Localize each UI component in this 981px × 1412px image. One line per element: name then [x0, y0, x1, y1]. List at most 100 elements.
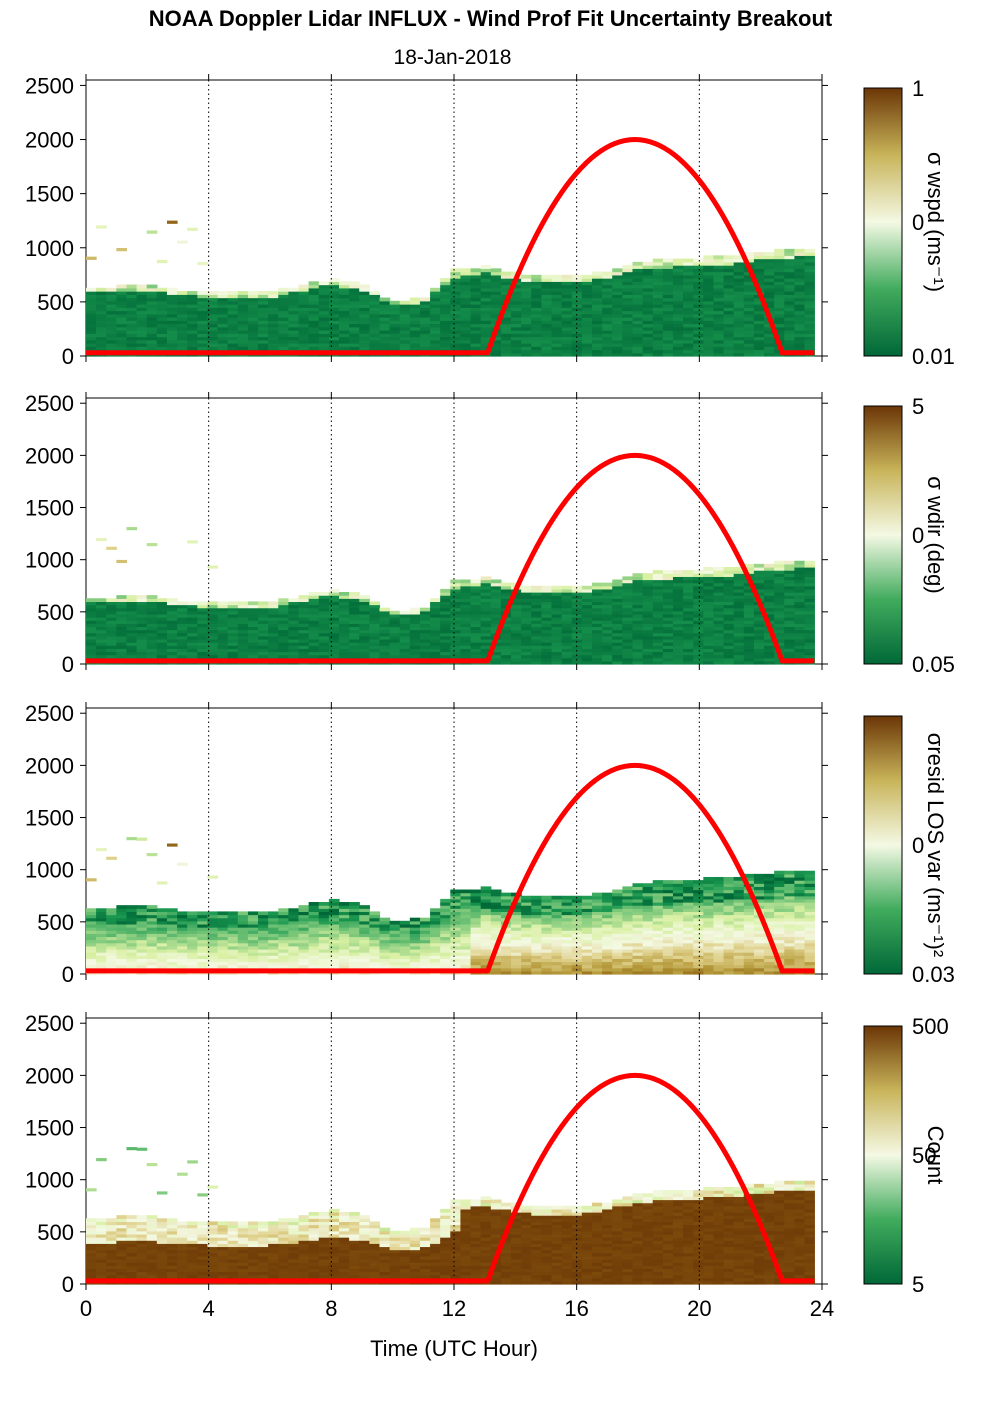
heatmap-cell [399, 648, 411, 653]
heatmap-cell [632, 651, 644, 656]
heatmap-cell [753, 349, 765, 354]
heatmap-cell [551, 352, 563, 357]
heatmap-cell [399, 952, 411, 956]
heatmap-cell [308, 654, 320, 659]
heatmap-cell [237, 317, 249, 321]
heatmap-cell [450, 911, 462, 916]
heatmap-cell [328, 623, 340, 628]
heatmap-cell [632, 892, 644, 897]
y-tick-label: 2000 [25, 128, 74, 153]
heatmap-cell [713, 579, 725, 584]
heatmap-cell [672, 598, 684, 603]
heatmap-cell [146, 307, 158, 312]
heatmap-cell [399, 964, 411, 969]
heatmap-cell [339, 291, 350, 295]
heatmap-cell [197, 632, 209, 637]
heatmap-cell [419, 948, 431, 953]
heatmap-cell [146, 914, 158, 919]
heatmap-cell [652, 592, 664, 596]
heatmap-cell [500, 930, 512, 934]
heatmap-cell [500, 271, 512, 276]
heatmap-cell [440, 620, 451, 624]
heatmap-cell [399, 955, 411, 959]
heatmap-cell [632, 911, 644, 916]
heatmap-cell [642, 970, 654, 975]
heatmap-cell [318, 908, 330, 913]
heatmap-cell [389, 958, 401, 963]
heatmap-cell [470, 588, 482, 593]
heatmap-cell [450, 610, 462, 615]
heatmap-cell [723, 645, 735, 649]
heatmap-cell [409, 330, 421, 334]
heatmap-cell [278, 961, 289, 966]
heatmap-cell [288, 607, 300, 612]
heatmap-cell [612, 268, 623, 273]
heatmap-cell [784, 613, 795, 618]
heatmap-cell [794, 281, 806, 286]
heatmap-cell [177, 862, 188, 866]
heatmap-cell [126, 930, 138, 934]
heatmap-cell [177, 958, 188, 963]
heatmap-cell [571, 654, 583, 659]
heatmap-cell [662, 570, 674, 574]
heatmap-cell [511, 336, 522, 341]
heatmap-cell [531, 952, 542, 956]
heatmap-cell [561, 933, 573, 938]
heatmap-cell [440, 905, 451, 909]
heatmap-cell [136, 908, 148, 913]
heatmap-cell [268, 920, 279, 925]
heatmap-cell [612, 300, 623, 305]
heatmap-cell [379, 323, 391, 328]
heatmap-cell [349, 294, 360, 299]
heatmap-cell [480, 958, 492, 963]
heatmap-cell [500, 895, 512, 900]
heatmap-cell [187, 654, 198, 659]
heatmap-cell [440, 604, 451, 609]
heatmap-cell [672, 654, 684, 659]
heatmap-cell [227, 942, 239, 947]
heatmap-cell [328, 595, 340, 599]
heatmap-cell [703, 607, 715, 612]
heatmap-cell [612, 598, 623, 603]
heatmap-cell [349, 917, 360, 922]
heatmap-cell [723, 284, 735, 289]
heatmap-cell [126, 961, 138, 966]
heatmap-cell [106, 620, 117, 624]
heatmap-cell [399, 958, 411, 963]
heatmap-cell [298, 307, 310, 312]
heatmap-cell [612, 967, 623, 972]
heatmap-cell [622, 310, 634, 315]
heatmap-cell [339, 936, 350, 941]
heatmap-cell [197, 961, 209, 966]
heatmap-cell [450, 898, 462, 903]
heatmap-cell [430, 343, 441, 347]
heatmap-cell [177, 310, 188, 315]
heatmap-cell [612, 607, 623, 612]
heatmap-cell [490, 598, 502, 603]
heatmap-cell [136, 936, 148, 941]
heatmap-cell [703, 271, 715, 276]
heatmap-cell [602, 592, 613, 596]
heatmap-cell [632, 320, 644, 325]
heatmap-cell [227, 291, 239, 295]
heatmap-cell [632, 317, 644, 321]
heatmap-cell [409, 948, 421, 953]
heatmap-cell [126, 291, 138, 295]
heatmap-cell [440, 642, 451, 646]
heatmap-cell [349, 601, 360, 606]
heatmap-cell [470, 307, 482, 312]
heatmap-cell [490, 592, 502, 596]
heatmap-cell [177, 307, 188, 312]
heatmap-cell [460, 339, 472, 344]
heatmap-cell [784, 268, 795, 273]
heatmap-cell [207, 294, 219, 299]
heatmap-cell [602, 317, 613, 321]
heatmap-cell [217, 307, 229, 312]
heatmap-cell [521, 638, 532, 643]
heatmap-cell [227, 961, 239, 966]
heatmap-cell [430, 336, 441, 341]
heatmap-cell [652, 939, 664, 944]
heatmap-cell [207, 964, 219, 969]
y-tick-label: 500 [37, 290, 74, 315]
heatmap-cell [683, 620, 694, 624]
